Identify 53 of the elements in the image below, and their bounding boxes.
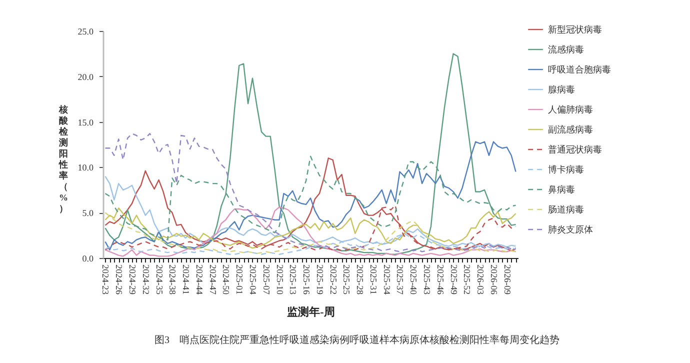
x-tick-label: 2025-19 (314, 264, 325, 295)
y-tick-label: 5.0 (82, 208, 94, 218)
x-tick-label: 2026-06 (488, 264, 499, 295)
x-tick-label: 2024-41 (181, 264, 192, 294)
legend-label: 普通冠状病毒 (548, 144, 602, 154)
x-tick-label: 2024-23 (100, 264, 111, 295)
x-tick-label: 2026-09 (502, 264, 512, 295)
x-tick-label: 2025-37 (395, 264, 406, 295)
legend-label: 肠道病毒 (548, 204, 584, 214)
x-axis-title: 监测年-周 (287, 305, 335, 318)
x-tick-label: 2025-13 (288, 264, 298, 295)
x-tick-label: 2026-03 (476, 264, 486, 295)
legend-label: 博卡病毒 (548, 164, 584, 174)
legend-label: 鼻病毒 (548, 184, 575, 194)
x-tick-label: 2024-29 (128, 264, 138, 295)
x-tick-label: 2025-07 (261, 264, 272, 295)
y-tick-label: 20.0 (78, 72, 94, 82)
y-tick-label: 0.0 (82, 254, 94, 264)
x-tick-label: 2025-28 (355, 264, 366, 295)
legend-label: 副流感病毒 (548, 124, 593, 134)
x-tick-label: 2025-01 (234, 264, 245, 294)
legend-label: 流感病毒 (548, 44, 584, 54)
x-tick-label: 2025-31 (368, 264, 378, 294)
line-series (104, 53, 516, 255)
x-tick-label: 2025-34 (382, 264, 392, 295)
text: 核酸检测阳性率（%） (59, 104, 68, 214)
x-tick-label: 2025-43 (422, 264, 432, 295)
x-tick-label: 2024-50 (221, 264, 232, 295)
legend-label: 呼吸道合胞病毒 (548, 64, 611, 74)
x-tick-label: 2025-52 (462, 264, 472, 294)
x-tick-label: 2025-04 (248, 264, 258, 295)
x-tick-label: 2025-25 (342, 264, 352, 295)
legend-label: 肺炎支原体 (548, 224, 593, 234)
x-tick-label: 2025-10 (274, 264, 285, 295)
x-tick-label: 2025-16 (302, 264, 312, 295)
legend-label: 人偏肺病毒 (548, 104, 593, 114)
y-tick-label: 15.0 (78, 117, 94, 128)
x-tick-label: 2025-46 (435, 264, 446, 295)
legend-label: 新型冠状病毒 (548, 24, 602, 34)
legend-label: 腺病毒 (548, 84, 575, 94)
x-tick-label: 2024-32 (140, 264, 151, 294)
x-tick-label: 2024-44 (194, 264, 204, 295)
x-tick-label: 2024-26 (114, 264, 124, 295)
caption: 图3 哨点医院住院严重急性呼吸道感染病例呼吸道样本病原体核酸检测阳性率每周变化趋势 (154, 334, 560, 346)
y-tick-label: 10.0 (78, 162, 94, 173)
y-tick-label: 25.0 (78, 26, 94, 36)
x-tick-label: 2025-22 (328, 264, 338, 294)
x-tick-label: 2024-38 (168, 264, 178, 295)
x-tick-label: 2025-49 (448, 264, 459, 295)
x-tick-label: 2024-35 (154, 264, 164, 295)
line-series (104, 212, 516, 254)
x-tick-label: 2024-47 (208, 264, 218, 295)
x-tick-label: 2025-40 (408, 264, 419, 295)
